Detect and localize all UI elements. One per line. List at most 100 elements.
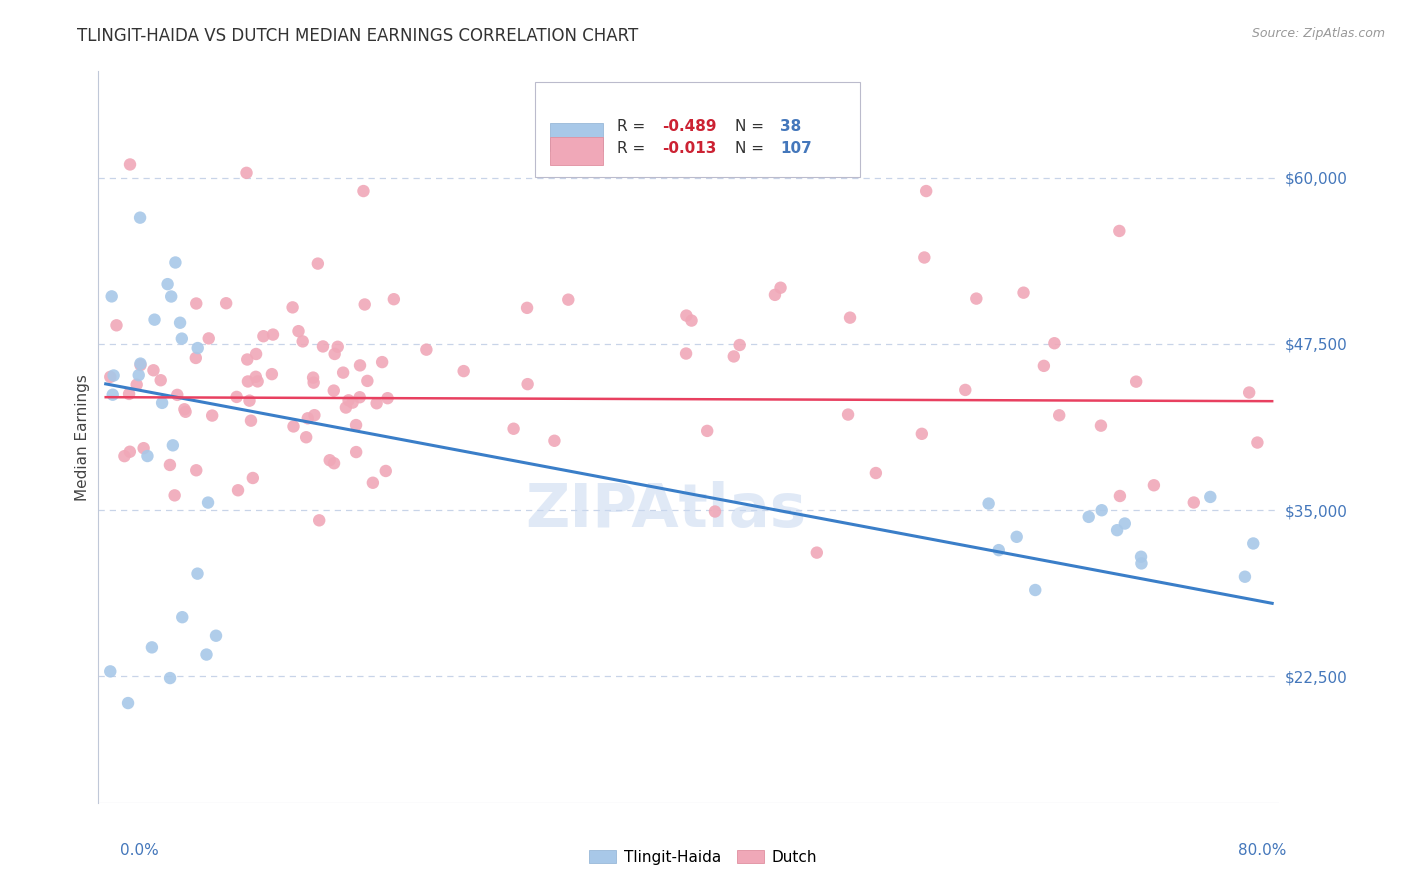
Text: TLINGIT-HAIDA VS DUTCH MEDIAN EARNINGS CORRELATION CHART: TLINGIT-HAIDA VS DUTCH MEDIAN EARNINGS C… [77, 27, 638, 45]
Point [516, 377, 538, 392]
Point [163, 488, 186, 502]
Point [915, 184, 938, 198]
Point [287, 324, 309, 338]
Point [1047, 409, 1070, 423]
Point [1182, 495, 1205, 509]
Point [675, 346, 697, 360]
Point [382, 292, 405, 306]
Point [236, 352, 259, 367]
Point [1108, 224, 1130, 238]
Point [262, 327, 284, 342]
Point [105, 318, 128, 333]
Point [1114, 516, 1136, 531]
Point [912, 251, 935, 265]
Point [696, 424, 718, 438]
Legend: Tlingit-Haida, Dutch: Tlingit-Haida, Dutch [582, 844, 824, 871]
Point [129, 357, 152, 371]
FancyBboxPatch shape [550, 123, 603, 151]
Point [136, 449, 159, 463]
Point [125, 377, 148, 392]
Text: 0.0%: 0.0% [120, 843, 159, 858]
Point [201, 409, 224, 423]
Point [319, 453, 342, 467]
Point [225, 390, 247, 404]
Y-axis label: Median Earnings: Median Earnings [75, 374, 90, 500]
Point [187, 341, 209, 355]
Point [349, 390, 371, 404]
Point [98, 370, 121, 384]
Point [323, 347, 346, 361]
Point [184, 351, 207, 365]
Point [361, 475, 384, 490]
Point [769, 281, 792, 295]
Point [246, 375, 269, 389]
Point [162, 438, 184, 452]
Point [159, 458, 181, 472]
Point [173, 402, 195, 417]
Point [326, 340, 349, 354]
Point [150, 396, 173, 410]
Point [837, 408, 859, 422]
Point [344, 445, 367, 459]
Point [118, 387, 141, 401]
Point [353, 184, 375, 198]
Point [260, 367, 283, 381]
Text: 80.0%: 80.0% [1239, 843, 1286, 858]
Point [283, 419, 305, 434]
Point [165, 255, 187, 269]
Point [160, 289, 183, 303]
Point [987, 543, 1010, 558]
Point [295, 430, 318, 444]
Point [236, 375, 259, 389]
Point [839, 310, 862, 325]
Point [323, 456, 346, 470]
Point [129, 211, 152, 225]
Point [186, 463, 208, 477]
Text: R =: R = [617, 142, 650, 156]
Point [245, 369, 267, 384]
Point [101, 387, 124, 401]
Point [197, 331, 219, 345]
Text: -0.013: -0.013 [662, 142, 716, 156]
Point [356, 374, 378, 388]
Point [103, 368, 125, 383]
Text: 107: 107 [780, 142, 811, 156]
Text: 38: 38 [780, 119, 801, 134]
Point [377, 391, 399, 405]
Point [304, 408, 326, 422]
Point [965, 292, 987, 306]
Point [312, 339, 335, 353]
Point [366, 396, 388, 410]
Point [1090, 418, 1112, 433]
Point [226, 483, 249, 498]
Text: -0.489: -0.489 [662, 119, 716, 134]
Point [1125, 375, 1147, 389]
Point [557, 293, 579, 307]
Point [681, 313, 703, 327]
Point [98, 665, 121, 679]
Point [349, 359, 371, 373]
Point [955, 383, 977, 397]
Point [1246, 435, 1268, 450]
Point [174, 405, 197, 419]
Point [337, 393, 360, 408]
Point [371, 355, 394, 369]
Point [415, 343, 437, 357]
Point [502, 422, 524, 436]
FancyBboxPatch shape [536, 82, 860, 178]
Point [1024, 582, 1046, 597]
Point [302, 370, 325, 384]
Point [374, 464, 396, 478]
Text: N =: N = [735, 119, 769, 134]
Point [1233, 570, 1256, 584]
Point [1012, 285, 1035, 300]
Point [453, 364, 475, 378]
Point [242, 471, 264, 485]
Point [166, 388, 188, 402]
Point [1032, 359, 1054, 373]
Point [297, 411, 319, 425]
Point [100, 289, 122, 303]
Point [1005, 530, 1028, 544]
Point [172, 610, 194, 624]
Point [763, 288, 786, 302]
